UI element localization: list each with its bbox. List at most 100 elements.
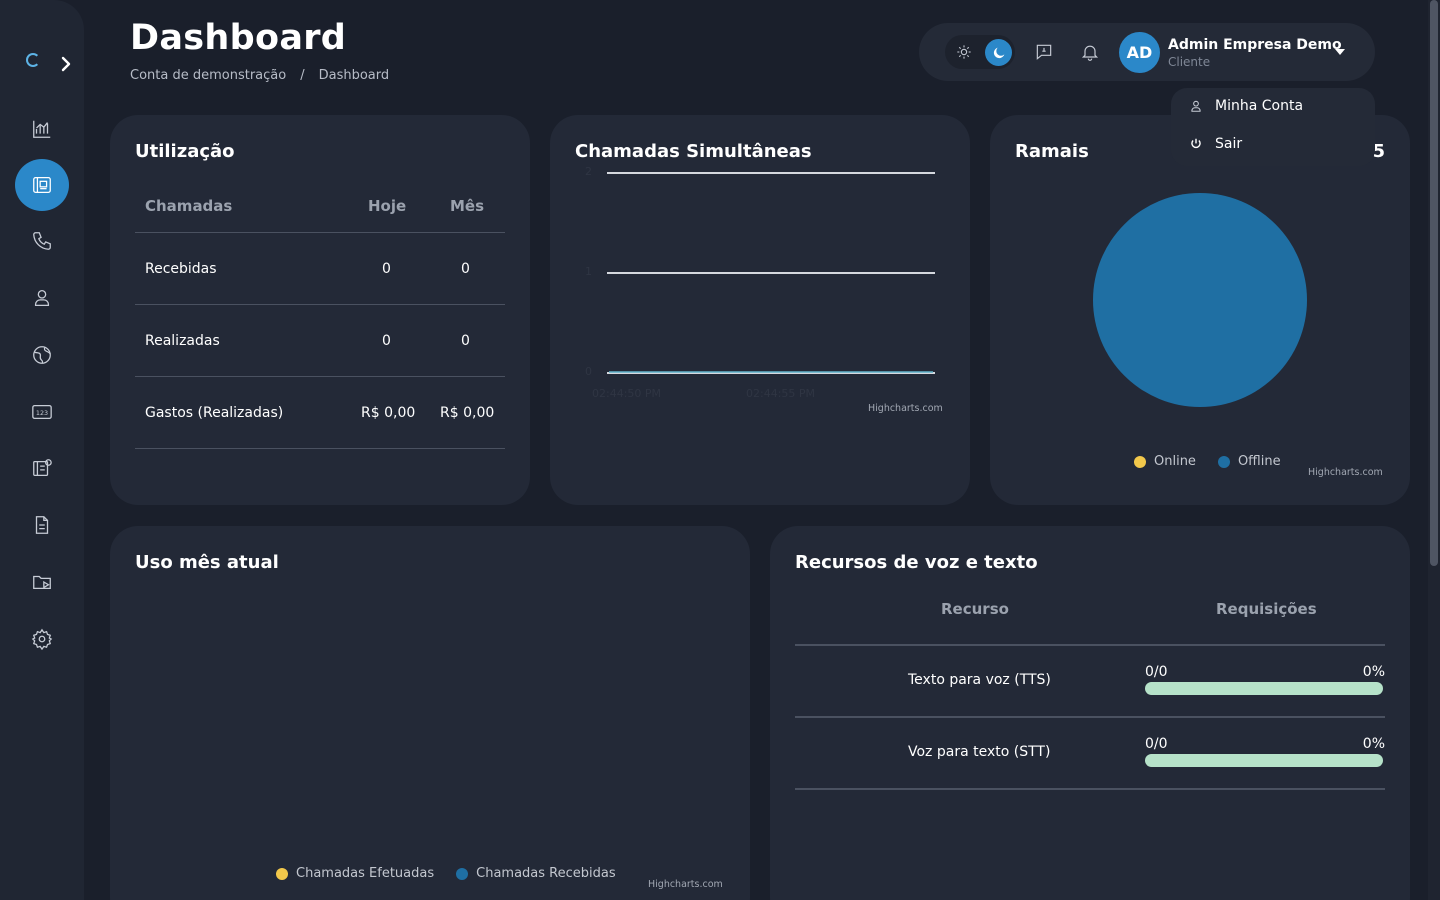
column-header: Mês xyxy=(450,197,485,215)
sidebar-item-extensions[interactable] xyxy=(15,442,69,494)
divider xyxy=(795,644,1385,646)
chart-gridline xyxy=(607,172,935,174)
sidebar-item-network[interactable] xyxy=(15,329,69,381)
y-tick-label: 0 xyxy=(585,365,592,378)
chart-credits[interactable]: Highcharts.com xyxy=(1308,467,1383,478)
month-value: 0 xyxy=(461,332,470,349)
legend-dot xyxy=(456,867,469,880)
user-menu-dropdown: Minha Conta Sair xyxy=(1171,88,1375,166)
globe-icon xyxy=(33,346,51,364)
x-tick-label: 02:44:50 PM xyxy=(592,387,662,400)
month-value: R$ 0,00 xyxy=(440,404,495,421)
sidebar-item-dashboard[interactable] xyxy=(15,159,69,211)
legend-dot xyxy=(276,867,288,880)
sun-icon xyxy=(957,45,971,59)
sidebar-item-chart[interactable] xyxy=(15,103,69,155)
dark-theme-button[interactable] xyxy=(985,39,1012,66)
sidebar-item-calls[interactable] xyxy=(15,215,69,267)
scrollbar-thumb[interactable] xyxy=(1430,0,1438,566)
chat-icon xyxy=(1036,44,1052,60)
notifications-button[interactable] xyxy=(1079,41,1101,63)
y-tick-label: 2 xyxy=(585,165,592,178)
sidebar-item-numbers[interactable]: 123 xyxy=(15,386,69,438)
folder-play-icon xyxy=(33,575,51,590)
breadcrumb-account[interactable]: Conta de demonstração xyxy=(130,68,287,83)
top-bar: AD Admin Empresa Demo Cliente xyxy=(919,23,1375,81)
user-role: Cliente xyxy=(1168,55,1211,69)
breadcrumb: Conta de demonstração / Dashboard xyxy=(130,68,389,83)
resource-name: Texto para voz (TTS) xyxy=(908,672,1051,688)
table-header: Chamadas Hoje Mês xyxy=(135,181,505,233)
svg-text:123: 123 xyxy=(36,409,48,417)
menu-item-label: Sair xyxy=(1215,136,1243,152)
numbers-icon: 123 xyxy=(32,404,52,420)
resource-progress-bar xyxy=(1145,682,1383,695)
resource-count: 0/0 xyxy=(1145,664,1168,680)
legend-item-online[interactable]: Online xyxy=(1134,454,1196,469)
user-menu-caret-icon[interactable] xyxy=(1335,49,1345,55)
sidebar-item-users[interactable] xyxy=(15,272,69,324)
sidebar: 123 xyxy=(0,0,84,900)
menu-item-my-account[interactable]: Minha Conta xyxy=(1189,98,1303,114)
page-scrollbar[interactable] xyxy=(1428,0,1440,900)
page-title: Dashboard xyxy=(130,18,347,58)
column-header: Hoje xyxy=(368,197,407,215)
simultaneous-calls-card: Chamadas Simultâneas 0 1 2 02:44:50 PM 02:44… xyxy=(550,115,970,505)
sidebar-item-recordings[interactable] xyxy=(15,556,69,608)
table-row: Realizadas 0 0 xyxy=(135,305,505,377)
resource-name: Voz para texto (STT) xyxy=(908,744,1051,760)
utilization-card: Utilização Chamadas Hoje Mês Recebidas 0… xyxy=(110,115,530,505)
column-header: Requisições xyxy=(1216,600,1317,618)
chevron-right-icon xyxy=(61,56,71,72)
row-label: Gastos (Realizadas) xyxy=(145,404,284,421)
row-label: Realizadas xyxy=(145,332,220,349)
x-tick-label: 02:44:55 PM xyxy=(746,387,816,400)
card-title: Utilização xyxy=(135,141,235,162)
pie-slice-offline[interactable] xyxy=(1093,193,1307,407)
legend-item-calls-received[interactable]: Chamadas Recebidas xyxy=(456,866,616,881)
phone-icon xyxy=(33,232,51,250)
menu-item-logout[interactable]: Sair xyxy=(1189,136,1242,152)
resource-progress-bar xyxy=(1145,754,1383,767)
user-icon xyxy=(1191,100,1201,112)
sidebar-item-reports[interactable] xyxy=(15,499,69,551)
monthly-usage-card: Uso mês atual Chamadas Efetuadas Chamada… xyxy=(110,526,750,900)
logo-icon xyxy=(26,53,40,67)
today-value: 0 xyxy=(382,332,391,349)
pie-legend: Online Offline xyxy=(1134,454,1281,469)
today-value: R$ 0,00 xyxy=(361,404,416,421)
theme-toggle[interactable] xyxy=(945,35,1015,69)
chart-credits[interactable]: Highcharts.com xyxy=(648,879,723,890)
month-value: 0 xyxy=(461,260,470,277)
legend-dot xyxy=(1217,455,1230,468)
divider xyxy=(795,788,1385,790)
table-row: Recebidas 0 0 xyxy=(135,233,505,305)
card-title: Chamadas Simultâneas xyxy=(575,141,812,162)
card-title: Recursos de voz e texto xyxy=(795,552,1038,573)
expand-sidebar-button[interactable] xyxy=(58,54,74,74)
sidebar-item-settings[interactable] xyxy=(15,613,69,665)
bar-chart-icon xyxy=(33,120,51,138)
table-row: Gastos (Realizadas) R$ 0,00 R$ 0,00 xyxy=(135,377,505,449)
legend-item-calls-made[interactable]: Chamadas Efetuadas xyxy=(276,866,434,881)
user-name[interactable]: Admin Empresa Demo xyxy=(1168,37,1342,53)
voice-text-resources-card: Recursos de voz e texto Recurso Requisiç… xyxy=(770,526,1410,900)
chart-credits[interactable]: Highcharts.com xyxy=(868,403,943,414)
moon-icon xyxy=(993,47,1004,58)
utilization-table: Chamadas Hoje Mês Recebidas 0 0 Realizad… xyxy=(135,181,505,449)
legend-label: Chamadas Recebidas xyxy=(476,866,616,881)
user-icon xyxy=(34,290,50,306)
legend-label: Chamadas Efetuadas xyxy=(296,866,435,881)
dashboard-icon xyxy=(33,177,51,193)
extensions-pie-chart xyxy=(1093,193,1307,407)
legend-label: Offline xyxy=(1237,454,1281,469)
card-title: Uso mês atual xyxy=(135,552,279,573)
simultaneous-calls-plot xyxy=(609,371,933,373)
legend-dot xyxy=(1134,455,1146,468)
card-title: Ramais xyxy=(1015,141,1089,162)
avatar[interactable]: AD xyxy=(1119,32,1160,73)
legend-item-offline[interactable]: Offline xyxy=(1217,454,1281,469)
light-theme-button[interactable] xyxy=(953,41,975,63)
support-chat-button[interactable] xyxy=(1033,41,1055,63)
y-tick-label: 1 xyxy=(585,265,592,278)
